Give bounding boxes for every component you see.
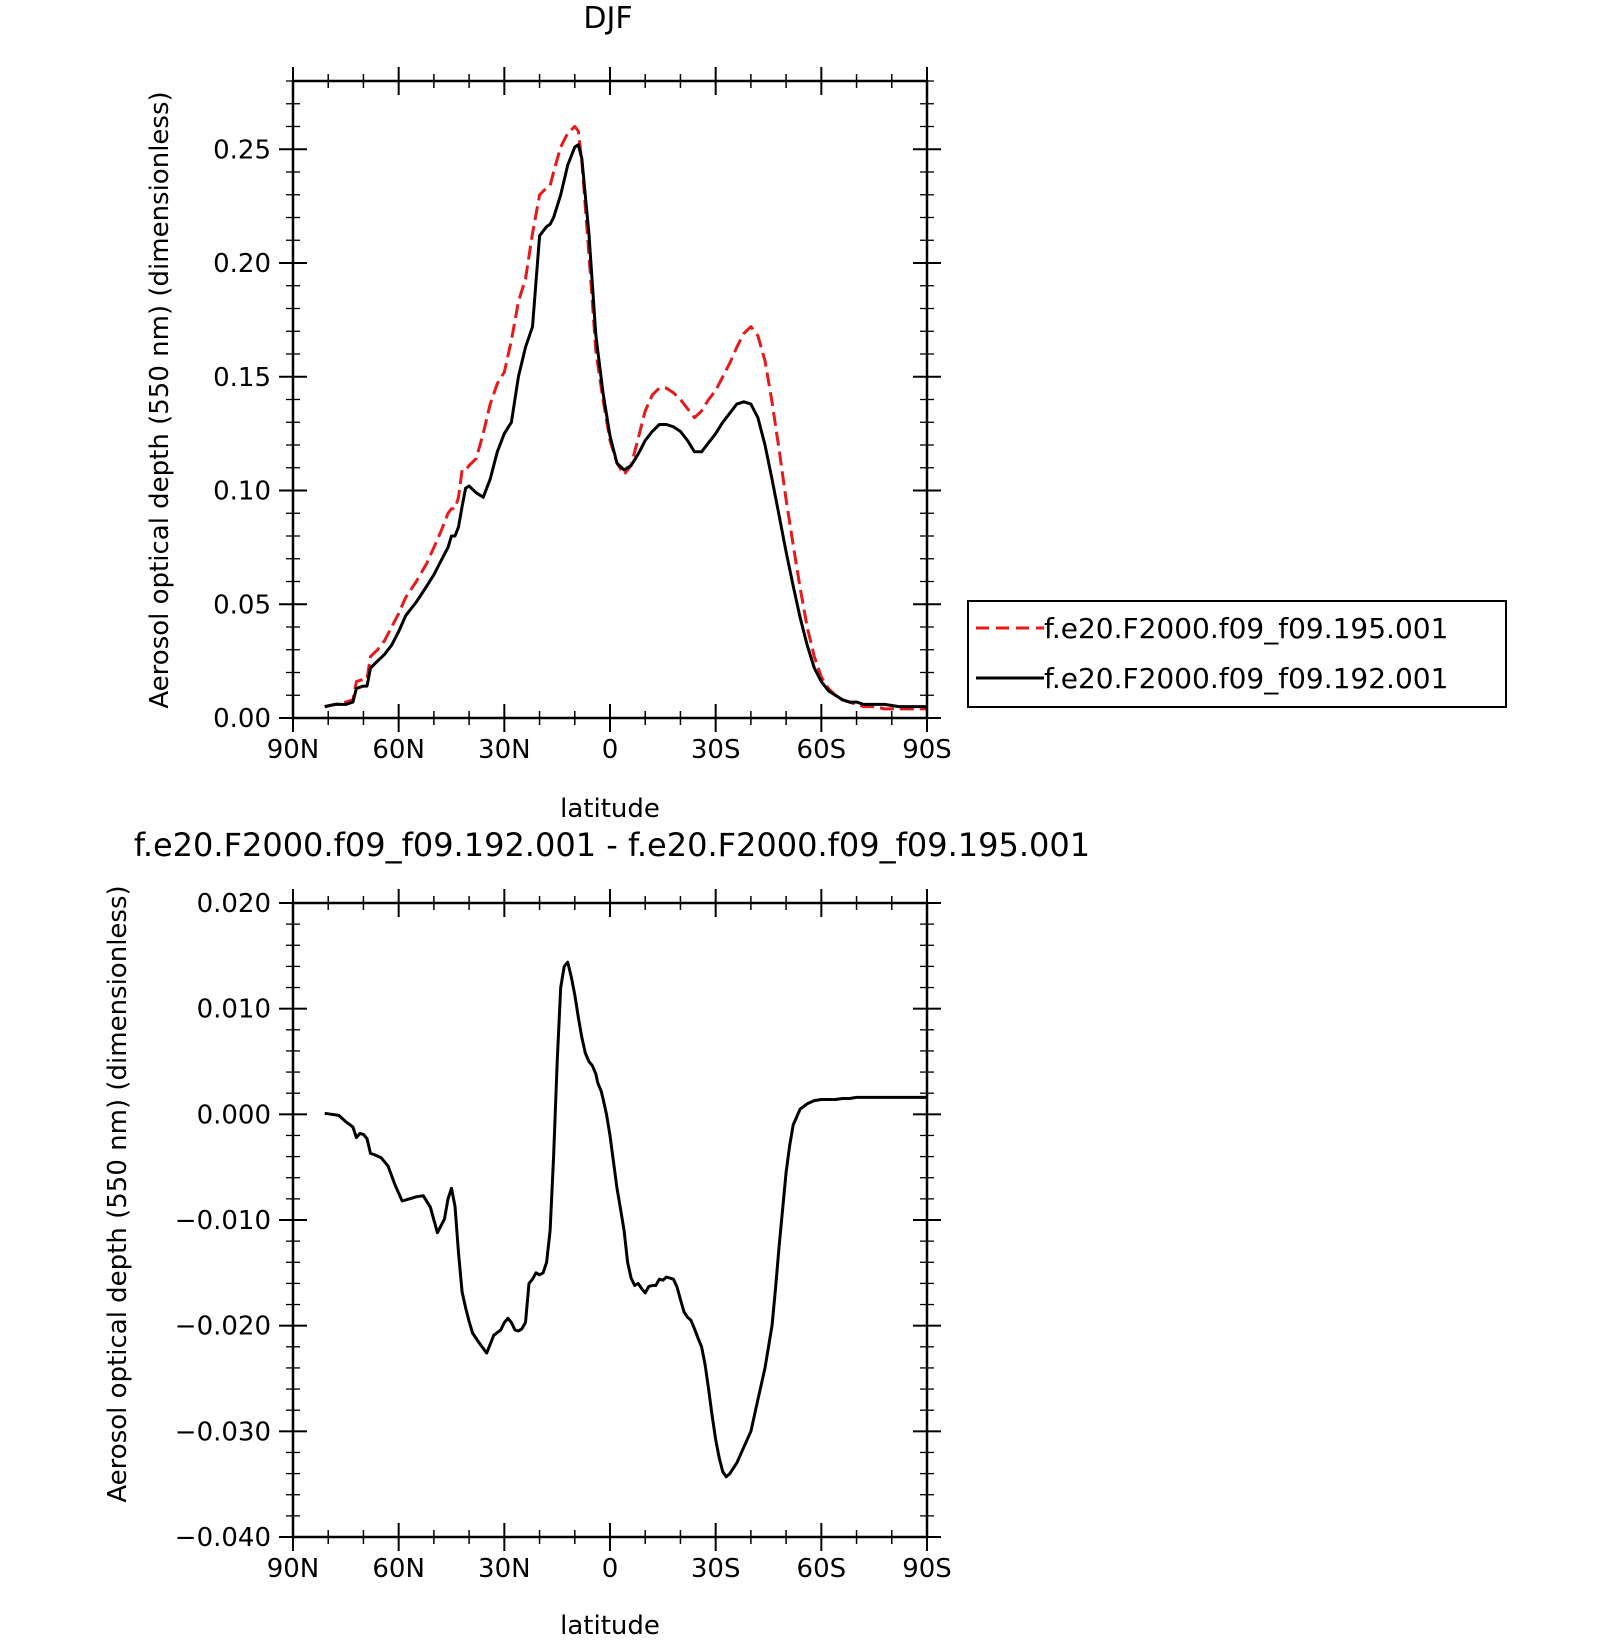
top-chart-x-axis-label: latitude bbox=[560, 794, 660, 824]
top-x-tick-label-4: 30S bbox=[691, 735, 741, 765]
bottom-y-tick-label-6: −0.040 bbox=[175, 1523, 271, 1553]
bottom-x-tick-label-1: 60N bbox=[372, 1554, 425, 1584]
bottom-y-tick-label-0: 0.020 bbox=[197, 889, 271, 919]
bottom-x-tick-label-6: 90S bbox=[902, 1554, 952, 1584]
top-y-tick-label-3: 0.15 bbox=[213, 363, 271, 393]
top-x-tick-label-0: 90N bbox=[267, 735, 320, 765]
bottom-series-line-0 bbox=[324, 960, 927, 1479]
legend-label-192: f.e20.F2000.f09_f09.192.001 bbox=[1044, 662, 1448, 695]
bottom-chart-ticks: 90N 60N 30N 0 30S 60S 90S 0.020 0.010 0.000 −0.010… bbox=[175, 889, 952, 1584]
legend-label-195: f.e20.F2000.f09_f09.195.001 bbox=[1044, 612, 1448, 645]
top-x-tick-label-6: 90S bbox=[902, 735, 952, 765]
top-series-line-1 bbox=[324, 143, 927, 709]
bottom-chart-plot-frame bbox=[291, 901, 929, 1539]
legend-box bbox=[967, 600, 1507, 708]
top-chart-legend: f.e20.F2000.f09_f09.195.001 f.e20.F2000.… bbox=[967, 600, 1507, 708]
top-x-tick-label-1: 60N bbox=[372, 735, 425, 765]
top-y-tick-label-4: 0.20 bbox=[213, 249, 271, 279]
bottom-chart-series bbox=[324, 960, 927, 1479]
top-chart-plot-frame bbox=[291, 79, 929, 720]
bottom-y-tick-label-3: −0.010 bbox=[175, 1206, 271, 1236]
bottom-y-tick-label-5: −0.030 bbox=[175, 1417, 271, 1447]
top-chart-series bbox=[324, 125, 927, 711]
bottom-x-tick-label-0: 90N bbox=[267, 1554, 320, 1584]
top-chart-y-axis-label: Aerosol optical depth (550 nm) (dimensio… bbox=[145, 91, 175, 708]
bottom-chart-y-axis-label: Aerosol optical depth (550 nm) (dimensio… bbox=[103, 885, 133, 1502]
bottom-y-tick-label-2: 0.000 bbox=[197, 1100, 271, 1130]
top-y-tick-label-5: 0.25 bbox=[213, 135, 271, 165]
top-y-tick-label-2: 0.10 bbox=[213, 477, 271, 507]
top-x-tick-label-2: 30N bbox=[478, 735, 531, 765]
bottom-x-tick-label-2: 30N bbox=[478, 1554, 531, 1584]
bottom-chart-title: f.e20.F2000.f09_f09.192.001 - f.e20.F200… bbox=[134, 826, 1090, 864]
top-x-tick-label-3: 0 bbox=[602, 735, 619, 765]
bottom-x-tick-label-5: 60S bbox=[797, 1554, 847, 1584]
bottom-x-tick-label-3: 0 bbox=[602, 1554, 619, 1584]
top-y-tick-label-1: 0.05 bbox=[213, 590, 271, 620]
bottom-chart: f.e20.F2000.f09_f09.192.001 - f.e20.F200… bbox=[103, 826, 1090, 1641]
top-chart: DJF 90N 60N 30N 0 30S 60S 90S 0.00 0.05 0.10 0.15 0… bbox=[145, 1, 1507, 824]
top-series-line-0 bbox=[324, 125, 927, 711]
top-x-tick-label-5: 60S bbox=[797, 735, 847, 765]
top-chart-title: DJF bbox=[583, 1, 632, 36]
bottom-y-tick-label-1: 0.010 bbox=[197, 995, 271, 1025]
bottom-chart-x-axis-label: latitude bbox=[560, 1611, 660, 1641]
bottom-y-tick-label-4: −0.020 bbox=[175, 1312, 271, 1342]
bottom-x-tick-label-4: 30S bbox=[691, 1554, 741, 1584]
top-y-tick-label-0: 0.00 bbox=[213, 704, 271, 734]
